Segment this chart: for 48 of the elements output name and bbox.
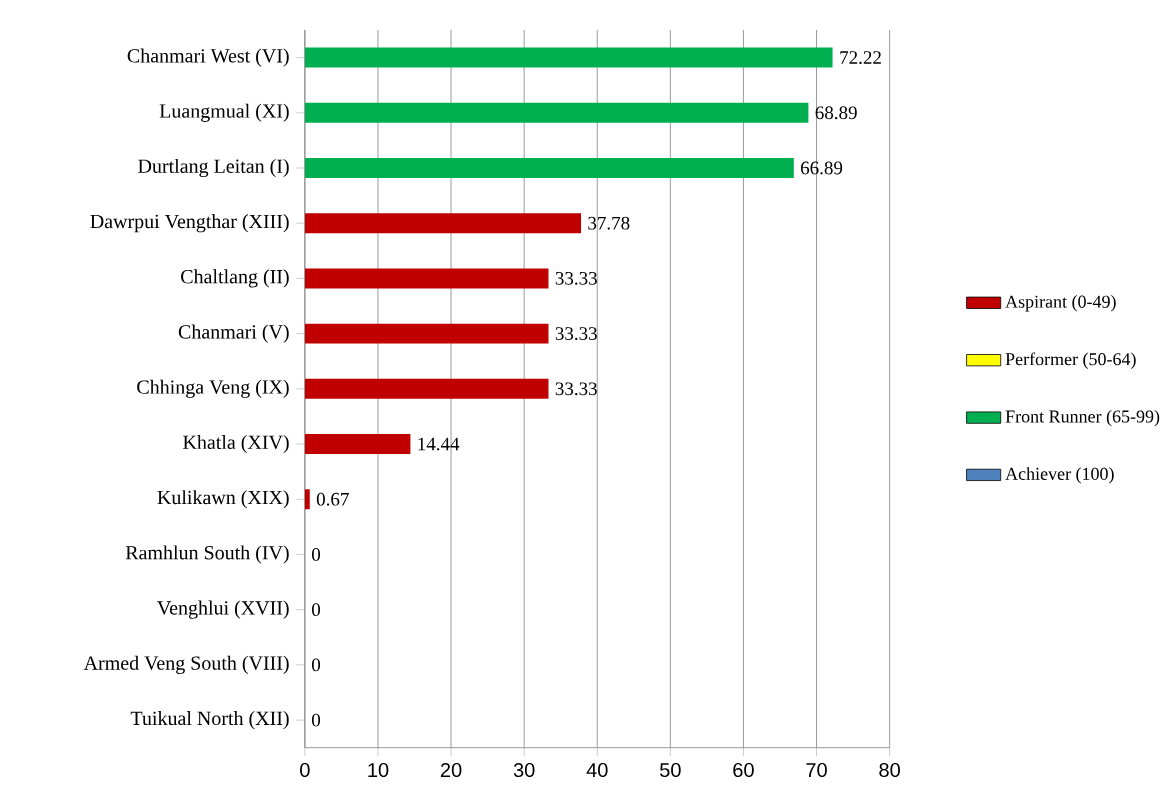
legend-label: Front Runner (65-99) <box>1005 410 1160 427</box>
data-label: 68.89 <box>815 106 857 120</box>
data-label: 0 <box>311 713 321 727</box>
bar <box>304 489 310 510</box>
bar <box>304 268 549 289</box>
data-label: 0 <box>311 603 321 617</box>
bar <box>304 323 549 344</box>
y-tick-label: Tuikual North (XII) <box>130 711 289 730</box>
y-tick-label: Khatla (XIV) <box>183 435 289 454</box>
data-label: 66.89 <box>801 161 843 175</box>
bar <box>304 213 582 234</box>
y-tick-label: Chanmari West (VI) <box>127 48 289 67</box>
data-label: 33.33 <box>555 382 597 396</box>
x-tick-label: 40 <box>586 763 608 778</box>
x-tick-label: 20 <box>440 763 462 778</box>
y-tick-label: Luangmual (XI) <box>159 103 289 123</box>
x-tick-label: 0 <box>300 763 310 778</box>
legend-label: Achiever (100) <box>1005 467 1114 484</box>
data-label: 0 <box>311 658 321 672</box>
data-label: 0 <box>311 548 321 562</box>
y-tick-label: Armed Veng South (VIII) <box>83 655 289 675</box>
y-tick-label: Dawrpui Vengthar (XIII) <box>90 214 289 233</box>
bar <box>304 47 833 68</box>
bar <box>304 158 794 179</box>
legend-label: Aspirant (0-49) <box>1005 295 1116 312</box>
data-label: 14.44 <box>418 437 460 451</box>
x-tick-label: 80 <box>879 763 900 778</box>
bar <box>304 379 549 400</box>
y-tick-label: Venghlui (XVII) <box>157 600 289 619</box>
bar <box>304 102 809 123</box>
y-tick-label: Chanmari (V) <box>178 324 289 343</box>
x-tick-label: 70 <box>806 763 827 778</box>
data-label: 33.33 <box>555 272 597 286</box>
bar <box>304 434 411 455</box>
y-tick-label: Durtlang Leitan (I) <box>138 159 289 178</box>
y-tick-label: Chaltlang (II) <box>181 269 289 288</box>
x-tick-label: 60 <box>733 763 754 778</box>
data-label: 0.67 <box>316 492 349 506</box>
data-label: 33.33 <box>555 327 597 341</box>
y-tick-label: Ramhlun South (IV) <box>125 545 289 564</box>
x-tick-label: 50 <box>660 763 681 778</box>
data-label: 72.22 <box>840 51 881 65</box>
data-label: 37.78 <box>588 216 630 230</box>
x-tick-label: 10 <box>368 763 389 778</box>
y-tick-label: Kulikawn (XIX) <box>157 490 289 509</box>
y-tick-label: Chhinga Veng (IX) <box>137 379 289 399</box>
legend-label: Performer (50-64) <box>1005 352 1136 370</box>
x-tick-label: 30 <box>513 763 535 778</box>
